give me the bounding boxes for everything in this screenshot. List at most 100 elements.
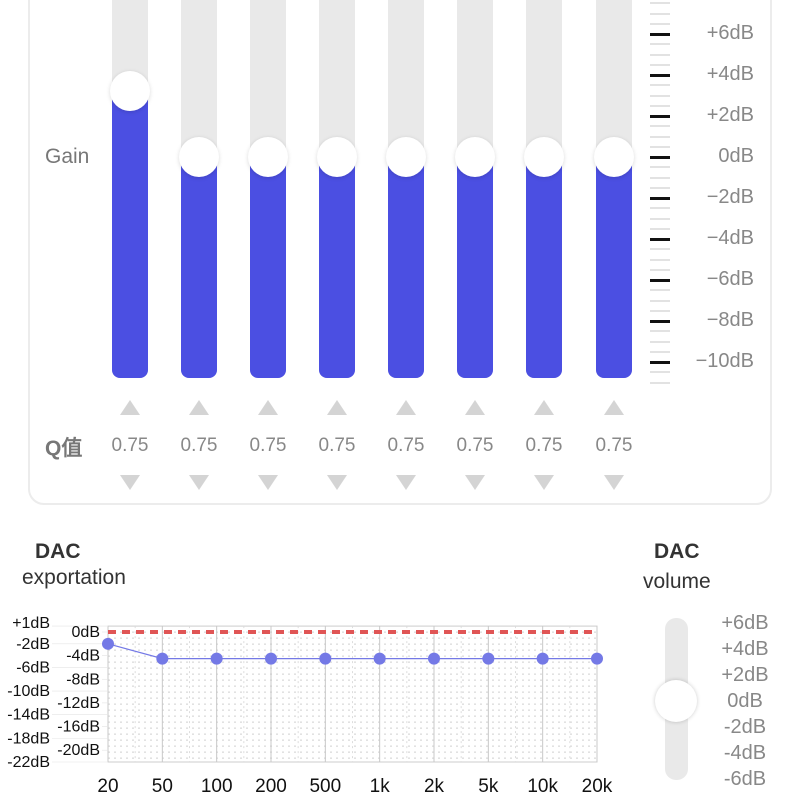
data-point	[536, 652, 549, 665]
y-tick-label: -12dB	[57, 695, 100, 712]
gain-label: Gain	[45, 145, 90, 168]
gain-slider-knob[interactable]	[110, 71, 150, 112]
scale-minor-tick	[650, 330, 670, 333]
scale-minor-tick	[650, 53, 670, 56]
scale-minor-tick	[650, 227, 670, 230]
q-decrease-icon[interactable]	[604, 475, 624, 490]
gain-slider-knob[interactable]	[594, 137, 634, 177]
gain-slider-knob[interactable]	[455, 137, 495, 177]
dac-volume-subtitle: volume	[643, 570, 711, 593]
q-decrease-icon[interactable]	[189, 475, 209, 490]
x-tick-label: 2k	[424, 776, 445, 797]
dac-volume-label: -6dB	[723, 768, 767, 790]
dac-volume-title: DAC	[654, 540, 700, 563]
scale-minor-tick	[650, 145, 670, 148]
y-tick-label: -14dB	[7, 707, 50, 724]
q-value: 0.75	[249, 435, 287, 456]
data-point	[210, 652, 223, 665]
y-tick-label: -18dB	[7, 730, 50, 747]
gain-slider-track[interactable]	[594, 0, 634, 378]
series-line	[107, 643, 597, 660]
dac-volume-knob[interactable]	[655, 680, 697, 722]
scale-label: −10dB	[695, 350, 754, 372]
scale-minor-tick	[650, 248, 670, 251]
dac-exportation-chart: 20 50 100 200 500 1k 2k 5k 10k 20k +1dB 0dB -2dB -4dB…	[7, 615, 613, 797]
q-increase-icon[interactable]	[604, 400, 624, 415]
q-value: 0.75	[111, 435, 149, 456]
scale-minor-tick	[650, 258, 670, 261]
q-increase-icon[interactable]	[534, 400, 554, 415]
q-decrease-icon[interactable]	[120, 475, 140, 490]
dac-exportation-title: DAC	[35, 540, 81, 563]
gain-slider-track[interactable]	[248, 0, 288, 378]
q-increase-icon[interactable]	[120, 400, 140, 415]
scale-minor-tick	[650, 12, 670, 15]
gain-slider-fill	[457, 157, 493, 378]
q-increase-icon[interactable]	[396, 400, 416, 415]
gain-slider-knob[interactable]	[524, 137, 564, 177]
plot-area	[107, 625, 598, 763]
scale-major-tick	[650, 361, 670, 364]
scale-major-tick	[650, 74, 670, 77]
y-tick-label: -6dB	[16, 659, 50, 676]
y-tick-label: -20dB	[57, 742, 100, 759]
dac-volume-label: +2dB	[721, 664, 769, 686]
q-increase-icon[interactable]	[258, 400, 278, 415]
gain-slider-track[interactable]	[110, 0, 150, 378]
q-decrease-icon[interactable]	[396, 475, 416, 490]
y-tick-label: 0dB	[72, 624, 100, 641]
gain-slider-track[interactable]	[524, 0, 564, 378]
dac-volume-label: +6dB	[721, 612, 769, 634]
gain-slider-track[interactable]	[455, 0, 495, 378]
q-increase-icon[interactable]	[465, 400, 485, 415]
gain-slider-knob[interactable]	[386, 137, 426, 177]
y-tick-label: -8dB	[66, 671, 100, 688]
data-point	[102, 637, 114, 650]
data-point	[373, 652, 386, 665]
scale-minor-tick	[650, 207, 670, 210]
x-tick-label: 5k	[478, 776, 499, 797]
scale-label: +2dB	[706, 104, 754, 126]
q-decrease-icon[interactable]	[327, 475, 347, 490]
scale-major-tick	[650, 33, 670, 36]
q-increase-icon[interactable]	[327, 400, 347, 415]
scale-minor-tick	[650, 63, 670, 66]
y-tick-label: -4dB	[66, 648, 100, 665]
scale-label: −6dB	[706, 268, 754, 290]
q-decrease-icon[interactable]	[534, 475, 554, 490]
gain-slider-fill	[526, 157, 562, 378]
scale-minor-tick	[650, 166, 670, 169]
data-point	[482, 652, 495, 665]
q-value: 0.75	[387, 435, 425, 456]
scale-minor-tick	[650, 43, 670, 46]
y-tick-label: -2dB	[16, 636, 50, 653]
q-increase-icon[interactable]	[189, 400, 209, 415]
gain-slider-knob[interactable]	[317, 137, 357, 177]
scale-minor-tick	[650, 289, 670, 292]
scale-label: −2dB	[706, 186, 754, 208]
scale-major-tick	[650, 238, 670, 241]
scale-major-tick	[650, 197, 670, 200]
scale-minor-tick	[650, 176, 670, 179]
x-tick-label: 500	[309, 776, 341, 797]
x-tick-label: 20	[97, 776, 118, 797]
gain-slider-fill	[250, 157, 286, 378]
q-decrease-icon[interactable]	[465, 475, 485, 490]
gain-slider-knob[interactable]	[179, 137, 219, 177]
scale-major-tick	[650, 115, 670, 118]
q-value: 0.75	[595, 435, 633, 456]
scale-minor-tick	[650, 94, 670, 97]
q-value: 0.75	[525, 435, 563, 456]
scale-minor-tick	[650, 186, 670, 189]
gain-slider-track[interactable]	[179, 0, 219, 378]
x-tick-label: 100	[201, 776, 233, 797]
y-tick-label: -16dB	[57, 719, 100, 736]
gain-slider-track[interactable]	[386, 0, 426, 378]
x-tick-label: 200	[255, 776, 287, 797]
gain-slider-knob[interactable]	[248, 137, 288, 177]
eq-panel	[28, 0, 772, 505]
gain-slider-track[interactable]	[317, 0, 357, 378]
gain-slider-fill	[388, 157, 424, 378]
q-decrease-icon[interactable]	[258, 475, 278, 490]
q-value: 0.75	[180, 435, 218, 456]
